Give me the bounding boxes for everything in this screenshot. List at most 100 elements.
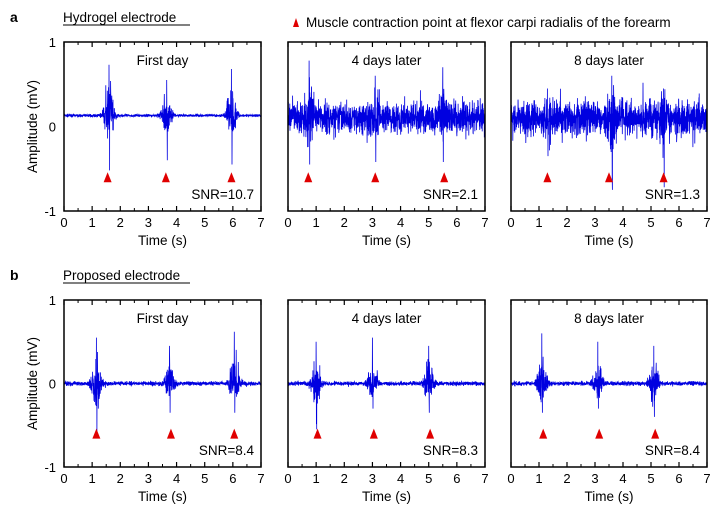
panel-a-3: 0 1 2 3 4 5 6 7 Time (s) 8 days later SNR=1.3	[507, 41, 711, 248]
y-axis-label: Amplitude (mV)	[25, 337, 40, 430]
x-tick-label: 6	[453, 215, 460, 230]
x-tick-label: 1	[313, 215, 320, 230]
x-tick-label: 3	[591, 471, 598, 486]
panel-title: 8 days later	[574, 53, 644, 68]
panel-b-3: 0 1 2 3 4 5 6 7 Time (s) 8 days later SNR=8.4	[507, 299, 711, 504]
x-tick-label: 3	[145, 471, 152, 486]
x-tick-label: 2	[117, 471, 124, 486]
y-tick-label: -1	[44, 460, 56, 475]
x-tick-label: 6	[675, 471, 682, 486]
signal-line	[510, 333, 708, 417]
signal-line	[287, 60, 486, 165]
snr-label: SNR=2.1	[423, 187, 478, 202]
panel-a-2: 0 1 2 3 4 5 6 7 Time (s) 4 days later SNR=2.1	[284, 41, 489, 248]
contraction-marker	[543, 172, 552, 183]
contraction-marker	[426, 428, 435, 439]
y-axis-label: Amplitude (mV)	[25, 80, 40, 173]
legend-marker-icon	[293, 18, 299, 27]
panel-b-2: 0 1 2 3 4 5 6 7 Time (s) 4 days later SNR=8.3	[284, 299, 489, 504]
x-tick-label: 2	[341, 215, 348, 230]
contraction-marker	[539, 428, 548, 439]
x-tick-label: 2	[117, 215, 124, 230]
x-tick-label: 2	[563, 471, 570, 486]
panel-title: First day	[137, 53, 189, 68]
signal-line	[63, 64, 262, 171]
row-letter: a	[10, 9, 18, 25]
y-tick-label: -1	[44, 204, 56, 219]
row-a: a Hydrogel electrode 0 1 2 3 4 5 6 7 Time (s) -1 0 1 A…	[10, 9, 711, 248]
x-axis-label: Time (s)	[585, 233, 634, 248]
x-tick-label: 2	[563, 215, 570, 230]
contraction-marker	[659, 172, 668, 183]
signal-line	[510, 75, 708, 190]
x-tick-label: 5	[201, 471, 208, 486]
x-tick-label: 4	[619, 215, 626, 230]
x-tick-label: 2	[341, 471, 348, 486]
x-tick-label: 1	[535, 471, 542, 486]
contraction-marker	[651, 428, 660, 439]
snr-label: SNR=1.3	[645, 187, 700, 202]
x-tick-label: 3	[369, 471, 376, 486]
x-tick-label: 3	[369, 215, 376, 230]
x-tick-label: 6	[229, 471, 236, 486]
panel-b-1: 0 1 2 3 4 5 6 7 Time (s) -1 0 1 Amplitude (mV) First …	[25, 293, 265, 504]
row-title: Hydrogel electrode	[63, 10, 176, 25]
snr-label: SNR=8.3	[423, 443, 478, 458]
y-tick-label: 0	[49, 377, 56, 392]
x-tick-label: 1	[89, 471, 96, 486]
signal-line	[287, 337, 486, 430]
x-tick-label: 1	[313, 471, 320, 486]
x-tick-label: 7	[703, 215, 710, 230]
legend-label: Muscle contraction point at flexor carpi…	[306, 15, 671, 30]
signal-line	[63, 331, 262, 434]
x-tick-label: 4	[173, 215, 180, 230]
contraction-marker	[440, 172, 449, 183]
x-axis-label: Time (s)	[362, 489, 411, 504]
panel-title: 8 days later	[574, 311, 644, 326]
row-title: Proposed electrode	[63, 268, 180, 283]
snr-label: SNR=10.7	[191, 187, 254, 202]
contraction-marker	[605, 172, 613, 183]
panel-title: 4 days later	[352, 53, 422, 68]
contraction-marker	[92, 428, 101, 439]
contraction-marker	[230, 428, 239, 439]
row-letter: b	[10, 267, 19, 283]
y-tick-label: 1	[49, 35, 56, 50]
x-tick-label: 1	[535, 215, 542, 230]
panel-a-1: 0 1 2 3 4 5 6 7 Time (s) -1 0 1 Amplitude (mV) First …	[25, 35, 265, 248]
contraction-marker	[595, 428, 604, 439]
y-tick-label: 0	[49, 120, 56, 135]
x-tick-label: 4	[397, 471, 404, 486]
x-tick-label: 5	[647, 215, 654, 230]
x-tick-label: 1	[89, 215, 96, 230]
panel-title: 4 days later	[352, 311, 422, 326]
y-tick-label: 1	[49, 293, 56, 308]
x-tick-label: 0	[60, 471, 67, 486]
contraction-marker	[313, 428, 322, 439]
x-tick-label: 0	[284, 215, 291, 230]
contraction-marker	[304, 172, 313, 183]
x-tick-label: 4	[397, 215, 404, 230]
snr-label: SNR=8.4	[199, 443, 255, 458]
x-axis-label: Time (s)	[138, 233, 187, 248]
x-tick-label: 0	[507, 215, 514, 230]
x-tick-label: 5	[201, 215, 208, 230]
x-tick-label: 6	[675, 215, 682, 230]
snr-label: SNR=8.4	[645, 443, 701, 458]
contraction-marker	[161, 172, 170, 183]
x-axis-label: Time (s)	[585, 489, 634, 504]
contraction-marker	[369, 428, 378, 439]
contraction-marker	[227, 172, 236, 183]
x-tick-label: 7	[481, 471, 488, 486]
x-tick-label: 7	[257, 215, 264, 230]
x-tick-label: 7	[257, 471, 264, 486]
x-tick-label: 5	[647, 471, 654, 486]
contraction-marker	[103, 172, 112, 183]
contraction-marker	[166, 428, 175, 439]
x-axis-label: Time (s)	[362, 233, 411, 248]
x-tick-label: 6	[453, 471, 460, 486]
x-tick-label: 5	[425, 471, 432, 486]
x-tick-label: 4	[619, 471, 626, 486]
x-tick-label: 3	[591, 215, 598, 230]
